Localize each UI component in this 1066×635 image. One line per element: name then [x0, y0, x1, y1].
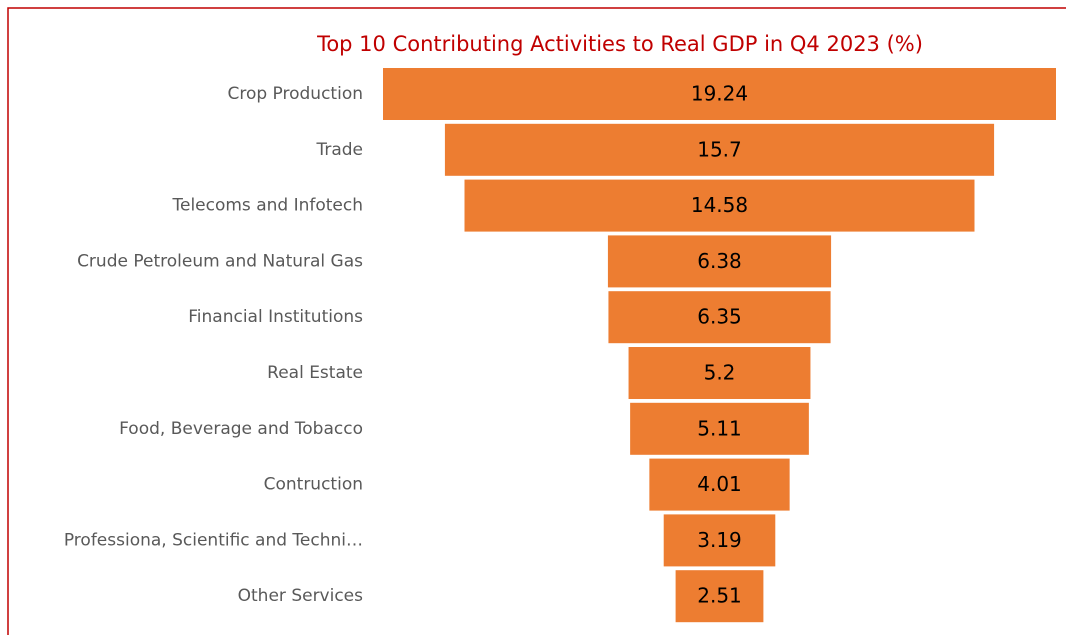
bar	[444, 123, 995, 176]
value-label: 15.7	[697, 137, 742, 161]
bar	[383, 68, 1056, 120]
value-label: 3.19	[697, 528, 742, 552]
category-label: Contruction	[264, 475, 363, 495]
value-label: 14.58	[691, 193, 748, 217]
bar	[628, 347, 811, 399]
bar	[607, 235, 832, 288]
bar	[630, 402, 809, 455]
category-label: Food, Beverage and Tobacco	[119, 419, 363, 439]
value-label: 6.35	[697, 305, 742, 329]
value-label: 2.51	[697, 584, 742, 608]
bar	[649, 458, 790, 511]
bar	[464, 179, 975, 232]
category-label: Crude Petroleum and Natural Gas	[77, 251, 363, 271]
category-label: Other Services	[238, 586, 364, 606]
value-label: 19.24	[691, 82, 748, 106]
category-label: Crop Production	[227, 84, 363, 104]
value-label: 4.01	[697, 472, 742, 496]
category-label: Telecoms and Infotech	[171, 196, 363, 216]
category-label: Financial Institutions	[188, 307, 363, 327]
bar	[675, 570, 764, 623]
frame	[7, 7, 1066, 635]
chart-title: Top 10 Contributing Activities to Real G…	[316, 32, 923, 56]
bar	[663, 514, 776, 567]
category-label: Real Estate	[267, 363, 363, 383]
category-label: Professiona, Scientific and Techni…	[64, 530, 363, 550]
value-label: 5.2	[704, 361, 736, 385]
value-label: 5.11	[697, 416, 742, 440]
bar	[608, 291, 831, 344]
value-label: 6.38	[697, 249, 742, 273]
category-label: Trade	[315, 140, 363, 160]
